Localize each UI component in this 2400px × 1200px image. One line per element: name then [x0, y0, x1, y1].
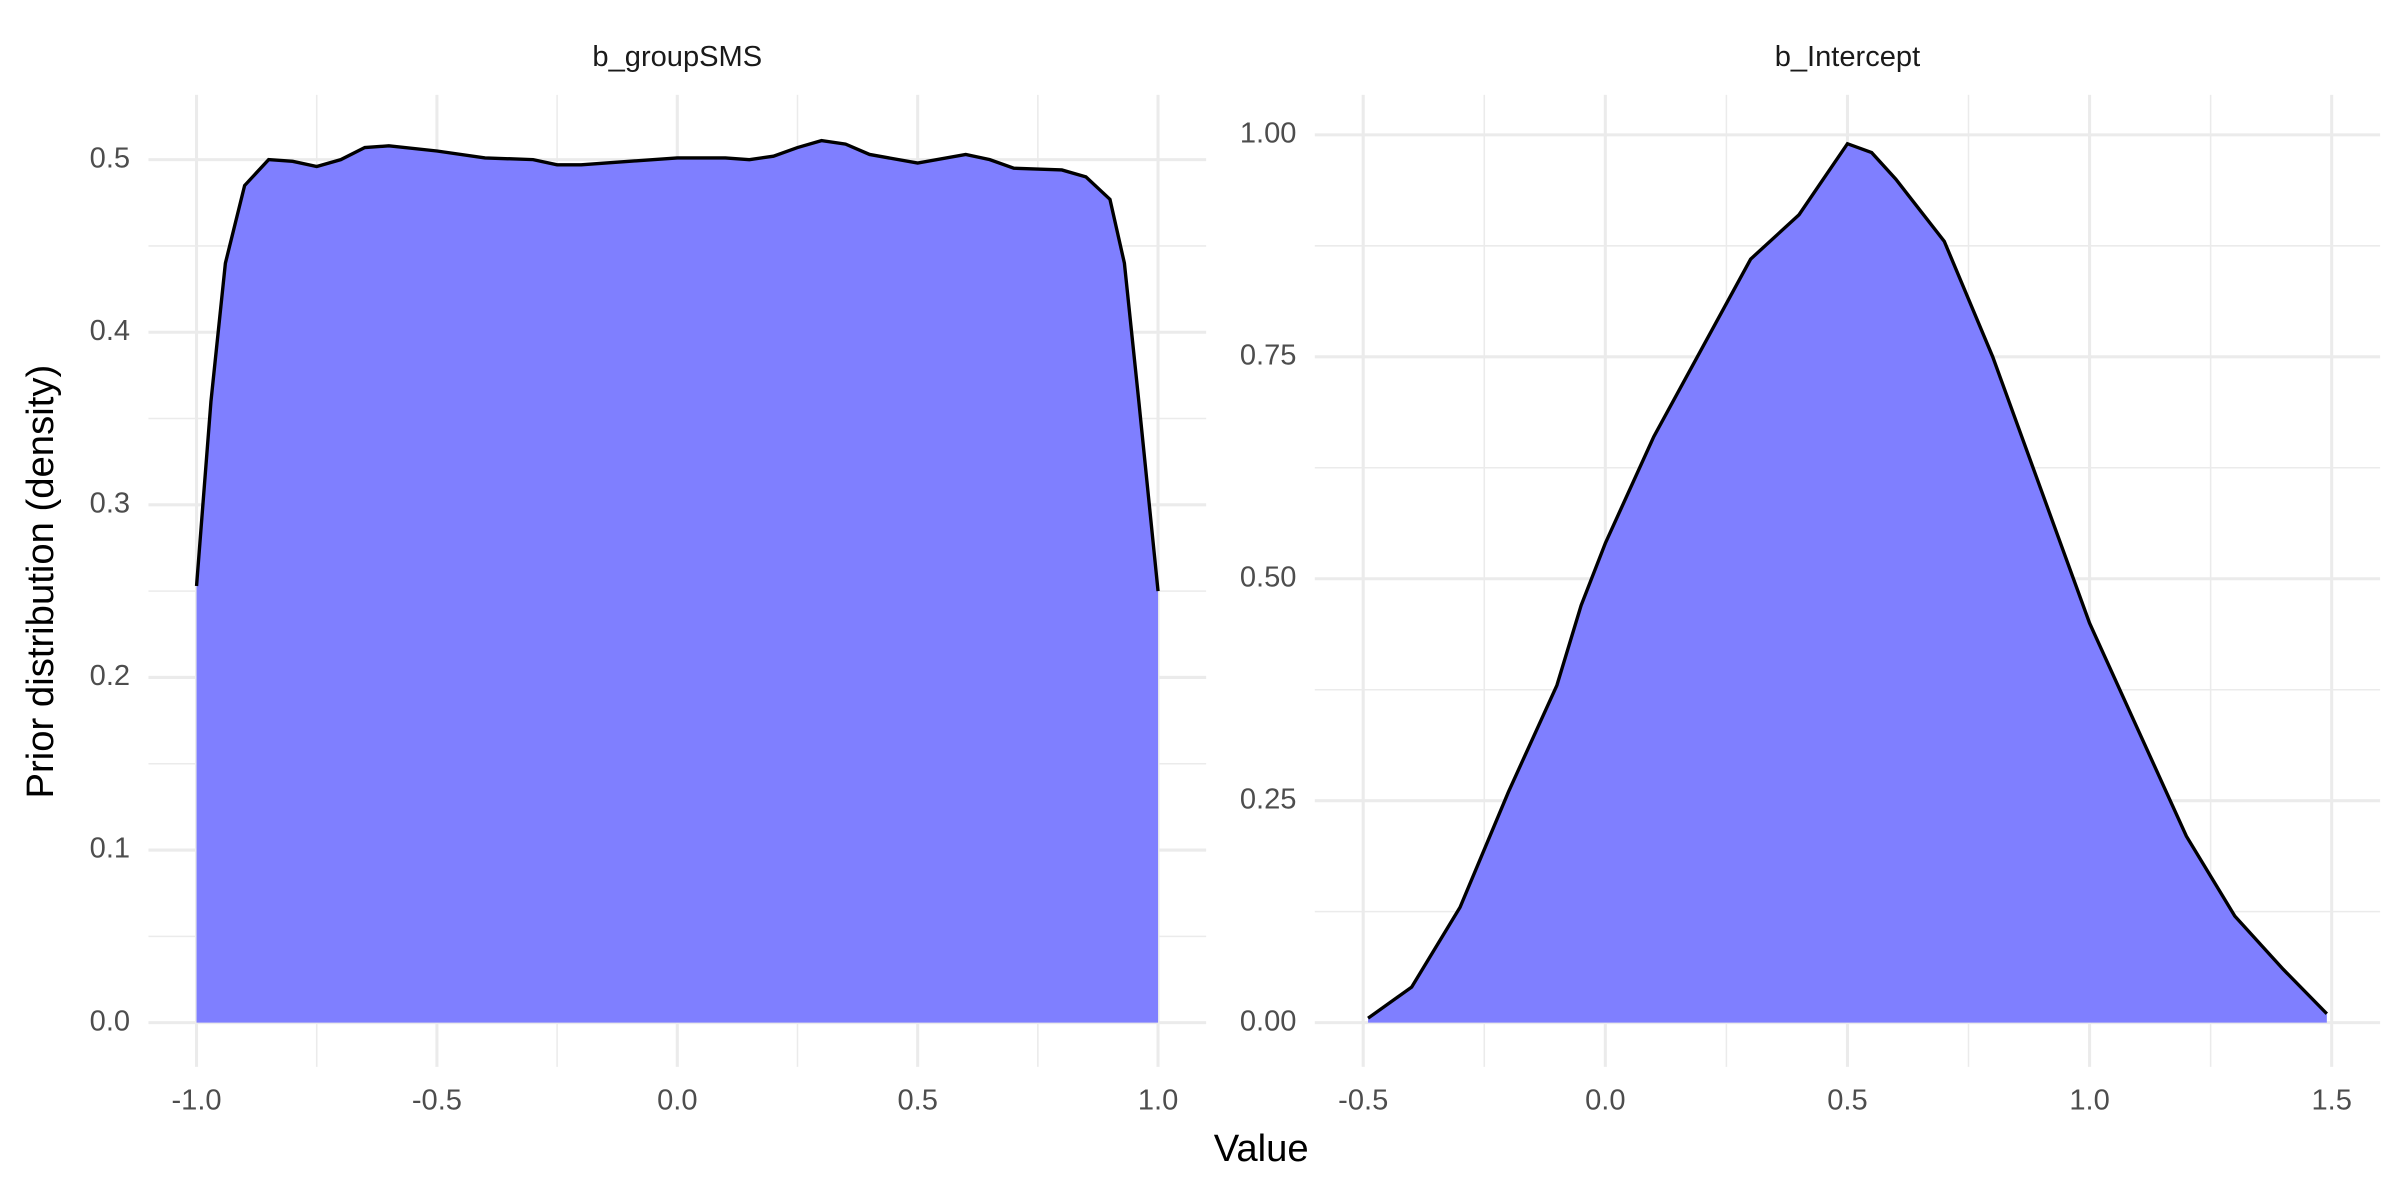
x-tick-label: 0.0 [657, 1085, 697, 1117]
x-axis-title: Value [1214, 1127, 1309, 1170]
y-tick-label: 0.2 [90, 660, 130, 692]
y-tick-label: 1.00 [1240, 118, 1297, 150]
area-fill [1368, 143, 2327, 1023]
y-tick-label: 0.00 [1240, 1005, 1297, 1037]
x-tick-label: 0.0 [1585, 1085, 1625, 1117]
x-tick-label: 1.0 [2069, 1085, 2109, 1117]
y-tick-label: 0.75 [1240, 339, 1297, 371]
y-tick-label: 0.1 [90, 833, 130, 865]
x-tick-label: -1.0 [171, 1085, 221, 1117]
y-tick-label: 0.4 [90, 315, 130, 347]
x-tick-label: 0.5 [897, 1085, 937, 1117]
density-line [194, 138, 1160, 592]
area-fill [196, 140, 1159, 1023]
panel-title: b_Intercept [1775, 41, 1921, 73]
y-axis-title: Prior distribution (density) [19, 365, 62, 799]
x-tick-label: -0.5 [1338, 1085, 1388, 1117]
density-line [1367, 141, 2329, 1020]
x-tick-label: -0.5 [412, 1085, 462, 1117]
y-tick-label: 0.50 [1240, 561, 1297, 593]
y-tick-label: 0.5 [90, 142, 130, 174]
panel-title: b_groupSMS [592, 41, 762, 73]
y-tick-label: 0.25 [1240, 783, 1297, 815]
x-tick-label: 0.5 [1827, 1085, 1867, 1117]
y-tick-label: 0.0 [90, 1005, 130, 1037]
x-tick-label: 1.5 [2311, 1085, 2351, 1117]
x-tick-label: 1.0 [1138, 1085, 1178, 1117]
y-tick-label: 0.3 [90, 488, 130, 520]
